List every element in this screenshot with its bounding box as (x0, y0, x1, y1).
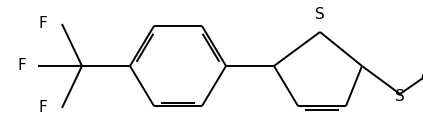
Text: CH₃: CH₃ (420, 71, 423, 85)
Text: F: F (38, 16, 47, 32)
Text: F: F (38, 100, 47, 116)
Text: S: S (395, 89, 405, 104)
Text: S: S (315, 7, 325, 22)
Text: F: F (17, 58, 26, 74)
